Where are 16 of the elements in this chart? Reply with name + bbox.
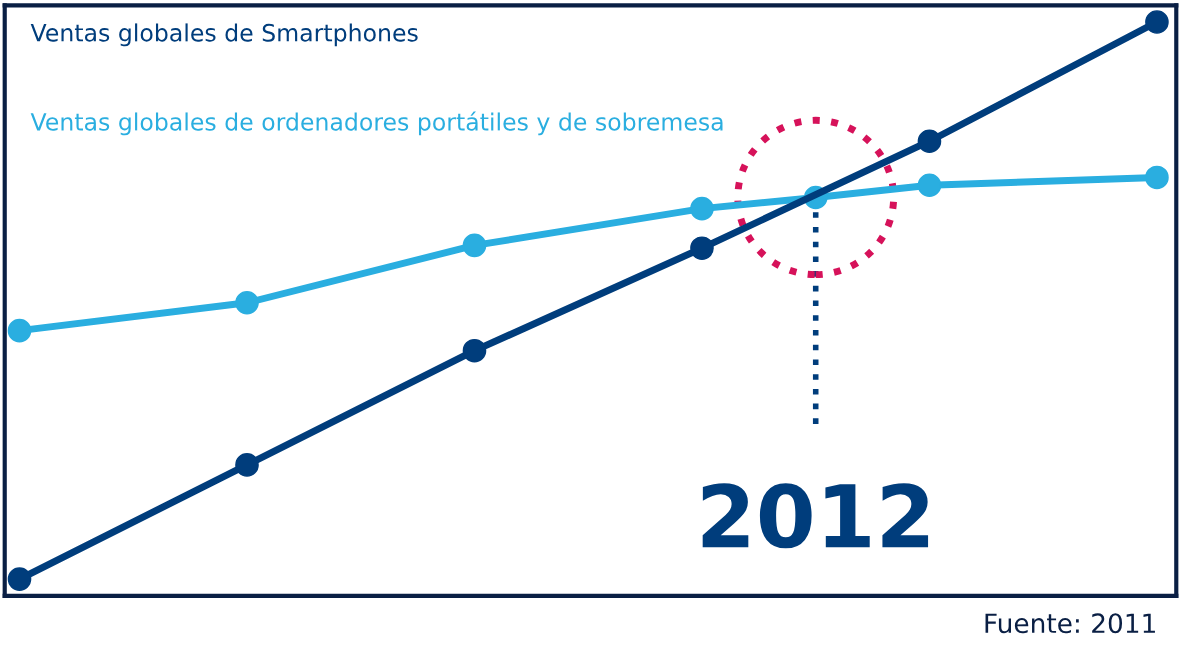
point xyxy=(7,318,32,343)
point xyxy=(917,173,942,198)
point xyxy=(690,236,714,260)
text: Ventas globales de Smartphones xyxy=(30,23,418,47)
point xyxy=(1145,10,1169,34)
point xyxy=(235,453,259,477)
point xyxy=(462,338,487,363)
point xyxy=(1145,165,1169,190)
point xyxy=(235,290,259,315)
point xyxy=(7,567,32,591)
source-note: Fuente: 2011 xyxy=(985,613,1155,634)
point xyxy=(462,233,487,258)
point xyxy=(917,129,942,154)
point xyxy=(690,196,714,221)
annotation: 2012 xyxy=(702,483,929,549)
text: Ventas globales de ordenadores portátiles y de sobremesa xyxy=(30,111,723,136)
